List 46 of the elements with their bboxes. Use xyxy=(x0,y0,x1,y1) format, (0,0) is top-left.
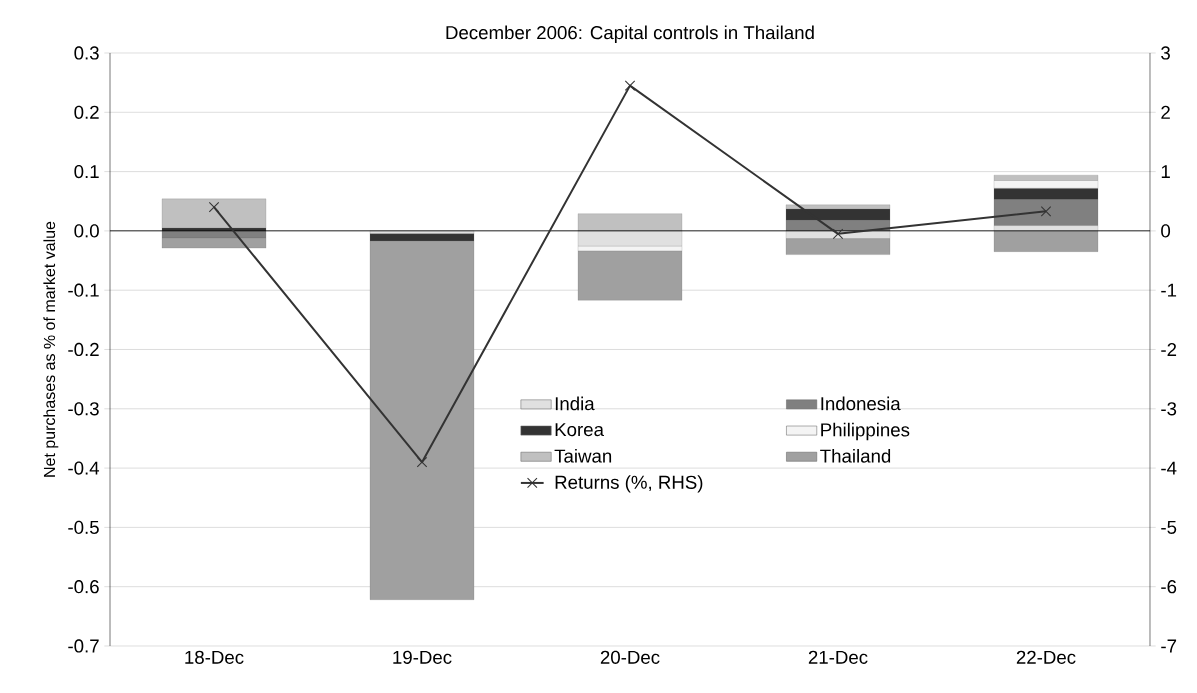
legend-label: Philippines xyxy=(821,422,910,441)
point xyxy=(208,201,220,213)
legend-label: Thailand xyxy=(820,448,891,463)
y2-tick-label: -6 xyxy=(1161,580,1177,594)
x-tick-label: 19-Dec xyxy=(393,650,452,664)
x-tick-label: 21-Dec xyxy=(808,650,868,664)
legend-label: Korea xyxy=(555,423,604,437)
point xyxy=(1040,206,1052,217)
legend-label: Indonesia xyxy=(821,396,901,411)
bar xyxy=(993,230,1099,252)
y2-tick-label: -5 xyxy=(1161,520,1177,534)
x-tick-label: 18-Dec xyxy=(185,650,244,664)
y2-tick-label: -4 xyxy=(1161,461,1177,475)
y2-tick-label: 2 xyxy=(1161,105,1170,119)
y-tick-label: -0.5 xyxy=(68,520,99,534)
y2-tick-label: 1 xyxy=(1161,165,1170,179)
legend-label: Returns (%, RHS) xyxy=(555,475,703,493)
y-tick-label: -0.4 xyxy=(68,461,100,475)
y-axis-title: Net purchases as % of market value xyxy=(43,221,59,477)
y2-tick-label: -1 xyxy=(1161,283,1177,297)
legend-label: India xyxy=(555,396,595,411)
y-tick-label: -0.2 xyxy=(68,342,99,357)
y-tick-label: -0.6 xyxy=(68,580,99,594)
point xyxy=(624,80,636,91)
bar xyxy=(161,198,267,229)
y2-tick-label: 0 xyxy=(1161,224,1171,238)
chart-title: December 2006: Capital controls in Thailand xyxy=(446,25,814,43)
y-tick-label: -0.7 xyxy=(68,639,99,653)
x-tick-label: 22-Dec xyxy=(1016,650,1076,664)
legend-label: Taiwan xyxy=(554,448,612,463)
bar xyxy=(577,250,683,301)
y2-tick-label: -3 xyxy=(1161,402,1177,416)
y2-tick-label: 3 xyxy=(1161,46,1170,60)
x-tick-label: 20-Dec xyxy=(600,650,660,664)
bar xyxy=(577,230,683,247)
y-tick-label: 0.2 xyxy=(74,105,99,119)
point xyxy=(416,456,428,468)
y2-tick-label: -7 xyxy=(1161,639,1177,653)
point xyxy=(832,228,844,240)
y2-tick-label: -2 xyxy=(1161,342,1177,357)
y-tick-label: 0.1 xyxy=(74,164,99,179)
bar xyxy=(577,213,683,231)
y-tick-label: 0.0 xyxy=(74,224,99,238)
y-tick-label: -0.1 xyxy=(68,283,99,297)
y-tick-label: 0.3 xyxy=(74,46,99,60)
y-tick-label: -0.3 xyxy=(68,402,99,416)
